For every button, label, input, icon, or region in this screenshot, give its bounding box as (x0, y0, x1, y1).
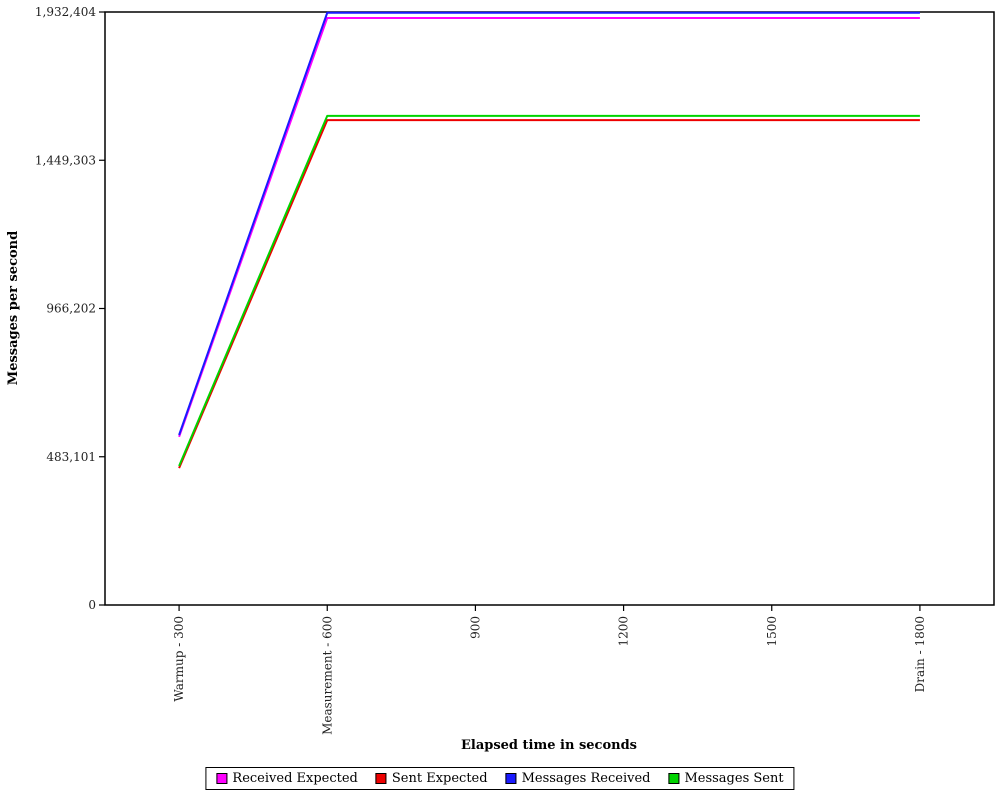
plot-border (104, 11, 995, 606)
x-axis-tick-label: 1500 (765, 616, 779, 647)
series-line-sent-expected (178, 119, 920, 469)
x-axis-tick-label: Warmup - 300 (172, 616, 186, 702)
series-line-messages-sent (178, 114, 920, 467)
y-axis-title: Messages per second (6, 231, 21, 385)
legend-label: Received Expected (232, 771, 358, 786)
legend-swatch (375, 773, 387, 784)
legend-swatch (505, 773, 517, 784)
legend-item: Received Expected (216, 771, 358, 786)
y-axis-tick-label: 483,101 (46, 450, 96, 464)
legend-item: Sent Expected (375, 771, 488, 786)
y-axis-tick-label: 1,449,303 (35, 153, 96, 167)
legend-swatch (216, 773, 228, 784)
x-axis-tick-label: Measurement - 600 (320, 616, 334, 735)
x-axis-title: Elapsed time in seconds (461, 738, 637, 753)
x-axis-tick-label: 900 (468, 616, 482, 639)
legend-swatch (668, 773, 680, 784)
series-line-received-expected (178, 16, 920, 438)
legend: Received Expected Sent Expected Messages R… (205, 767, 795, 790)
series-line-messages-received (178, 11, 920, 436)
y-axis-tick-label: 0 (88, 598, 96, 612)
x-axis-tick-label: Drain - 1800 (913, 616, 927, 692)
y-axis-tick-label: 966,202 (46, 302, 96, 316)
x-axis-tick-label: 1200 (617, 616, 631, 647)
legend-item: Messages Received (505, 771, 651, 786)
legend-label: Messages Received (521, 771, 651, 786)
legend-label: Messages Sent (684, 771, 784, 786)
legend-label: Sent Expected (391, 771, 488, 786)
legend-item: Messages Sent (668, 771, 784, 786)
y-axis-tick-label: 1,932,404 (35, 5, 96, 19)
